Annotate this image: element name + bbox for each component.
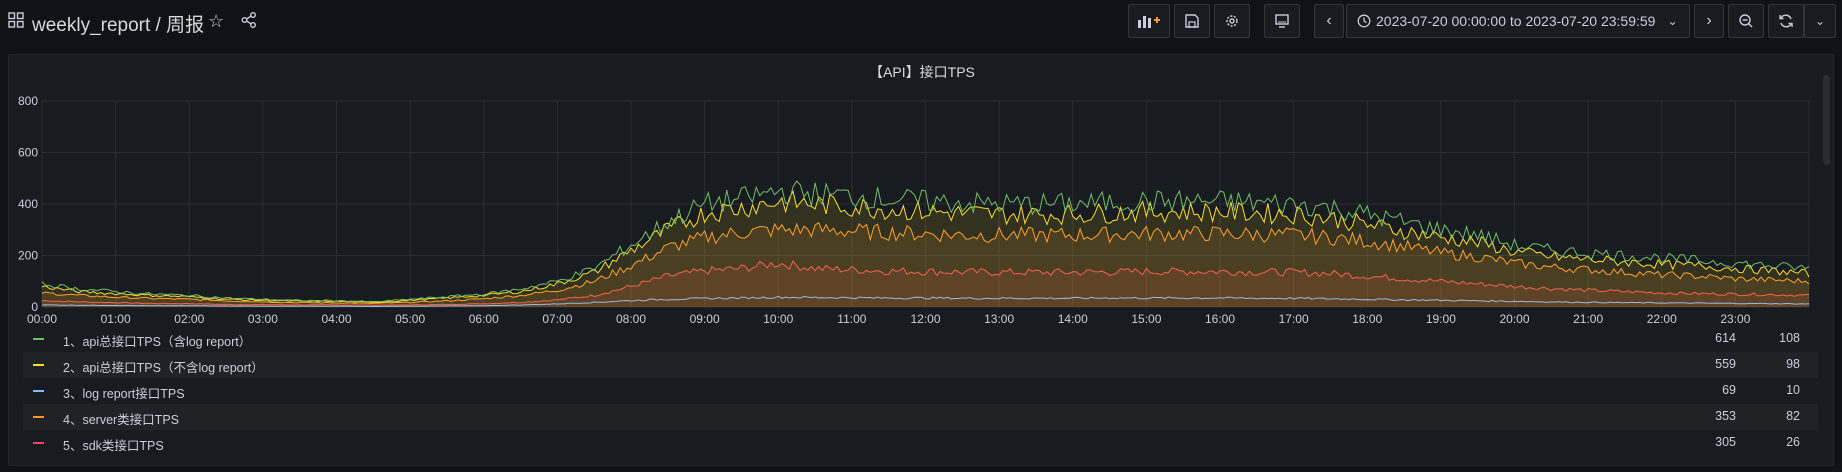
x-tick-label: 12:00 (910, 312, 940, 325)
x-tick-label: 15:00 (1131, 312, 1161, 325)
save-icon (1185, 14, 1199, 28)
legend-series-label: 1、api总接口TPS（含log report） (63, 335, 252, 349)
add-panel-button[interactable] (1128, 4, 1170, 38)
series-area (42, 261, 1809, 307)
save-dashboard-button[interactable] (1174, 4, 1210, 38)
series-line (41, 180, 1810, 303)
legend-max-value: 614 (1715, 331, 1736, 345)
legend-row[interactable]: 2、api总接口TPS（不含log report） 559 98 (23, 352, 1818, 378)
x-tick-label: 23:00 (1720, 312, 1750, 325)
time-shift-forward-button[interactable]: › (1694, 4, 1724, 38)
x-tick-label: 04:00 (321, 312, 351, 325)
legend-max-value: 559 (1715, 357, 1736, 371)
legend-row[interactable]: 3、log report接口TPS 69 10 (23, 378, 1818, 404)
y-tick-label: 0 (31, 300, 38, 314)
clock-icon (1357, 14, 1371, 28)
legend-series-label: 3、log report接口TPS (63, 387, 185, 401)
legend-swatch (33, 390, 44, 392)
x-tick-label: 09:00 (690, 312, 720, 325)
x-tick-label: 11:00 (837, 312, 866, 325)
legend-swatch (33, 364, 44, 366)
legend-mean-value: 82 (1786, 409, 1800, 423)
chevron-right-icon: › (1706, 12, 1712, 29)
x-tick-label: 03:00 (248, 312, 278, 325)
y-tick-label: 600 (18, 146, 38, 160)
x-tick-label: 02:00 (174, 312, 204, 325)
add-panel-icon (1138, 16, 1160, 28)
legend-swatch (33, 338, 44, 340)
dashboards-grid-icon[interactable] (8, 12, 24, 28)
y-tick-label: 200 (18, 249, 38, 263)
y-tick-label: 400 (18, 197, 38, 211)
series-line (42, 260, 1810, 306)
series-area (42, 222, 1809, 307)
x-tick-label: 16:00 (1205, 312, 1235, 325)
tps-panel: 【API】接口TPS 0 200 400 600 800 00:00 01:00 02:00 0… (8, 54, 1834, 466)
x-tick-label: 19:00 (1426, 312, 1456, 325)
series-area (42, 191, 1809, 307)
monitor-icon (1275, 14, 1289, 28)
chevron-left-icon: ‹ (1326, 12, 1332, 29)
legend-mean-value: 98 (1786, 357, 1800, 371)
legend-max-value: 69 (1722, 383, 1736, 397)
top-navbar: weekly_report / 周报 ☆ (0, 0, 1842, 42)
legend-row[interactable]: 1、api总接口TPS（含log report） 614 108 (23, 326, 1818, 352)
legend-max-value: 305 (1715, 435, 1736, 449)
dashboard-title[interactable]: weekly_report / 周报 (32, 15, 205, 36)
legend-row[interactable]: 4、server类接口TPS 353 82 (23, 404, 1818, 430)
legend-series-label: 4、server类接口TPS (63, 413, 179, 427)
refresh-button[interactable] (1768, 4, 1804, 38)
x-tick-label: 10:00 (763, 312, 793, 325)
x-tick-label: 08:00 (616, 312, 646, 325)
legend-mean-value: 26 (1786, 435, 1800, 449)
panel-title[interactable]: 【API】接口TPS (869, 64, 975, 80)
star-icon[interactable]: ☆ (208, 11, 225, 31)
series-line (41, 221, 1810, 305)
x-tick-label: 20:00 (1499, 312, 1529, 325)
x-tick-label: 17:00 (1279, 312, 1309, 325)
legend-row[interactable]: 5、sdk类接口TPS 305 26 (23, 430, 1818, 456)
x-tick-label: 14:00 (1058, 312, 1088, 325)
time-shift-back-button[interactable]: ‹ (1314, 4, 1344, 38)
time-range-picker[interactable]: 2023-07-20 00:00:00 to 2023-07-20 23:59:… (1346, 4, 1690, 38)
zoom-out-icon (1739, 14, 1753, 28)
panel-scrollbar[interactable] (1823, 75, 1830, 165)
legend-mean-value: 10 (1786, 383, 1800, 397)
x-tick-label: 22:00 (1647, 312, 1677, 325)
time-range-label: 2023-07-20 00:00:00 to 2023-07-20 23:59:… (1376, 13, 1656, 29)
x-tick-label: 13:00 (984, 312, 1014, 325)
y-tick-label: 800 (18, 94, 38, 108)
x-tick-label: 06:00 (469, 312, 499, 325)
x-tick-label: 07:00 (542, 312, 572, 325)
gear-icon (1226, 15, 1238, 27)
legend-swatch (33, 416, 44, 418)
share-icon[interactable] (240, 11, 258, 29)
legend-series-label: 2、api总接口TPS（不含log report） (63, 361, 264, 375)
x-tick-label: 21:00 (1573, 312, 1603, 325)
tps-line-chart[interactable]: 0 200 400 600 800 00:00 01:00 02:00 03:00 04:00 05… (9, 55, 1835, 325)
zoom-out-button[interactable] (1728, 4, 1764, 38)
x-tick-label: 01:00 (101, 312, 131, 325)
legend-swatch (33, 442, 44, 444)
chevron-down-icon: ⌄ (1814, 14, 1826, 28)
series-line (41, 295, 1810, 308)
refresh-icon (1779, 14, 1793, 28)
refresh-interval-dropdown[interactable]: ⌄ (1804, 4, 1836, 38)
legend-max-value: 353 (1715, 409, 1736, 423)
dashboard-settings-button[interactable] (1214, 4, 1250, 38)
legend-series-label: 5、sdk类接口TPS (63, 439, 164, 453)
legend-mean-value: 108 (1779, 331, 1800, 345)
x-tick-label: 00:00 (27, 312, 57, 325)
chevron-down-icon: ⌄ (1667, 14, 1678, 28)
x-tick-label: 18:00 (1352, 312, 1382, 325)
x-tick-label: 05:00 (395, 312, 425, 325)
view-mode-button[interactable] (1264, 4, 1300, 38)
